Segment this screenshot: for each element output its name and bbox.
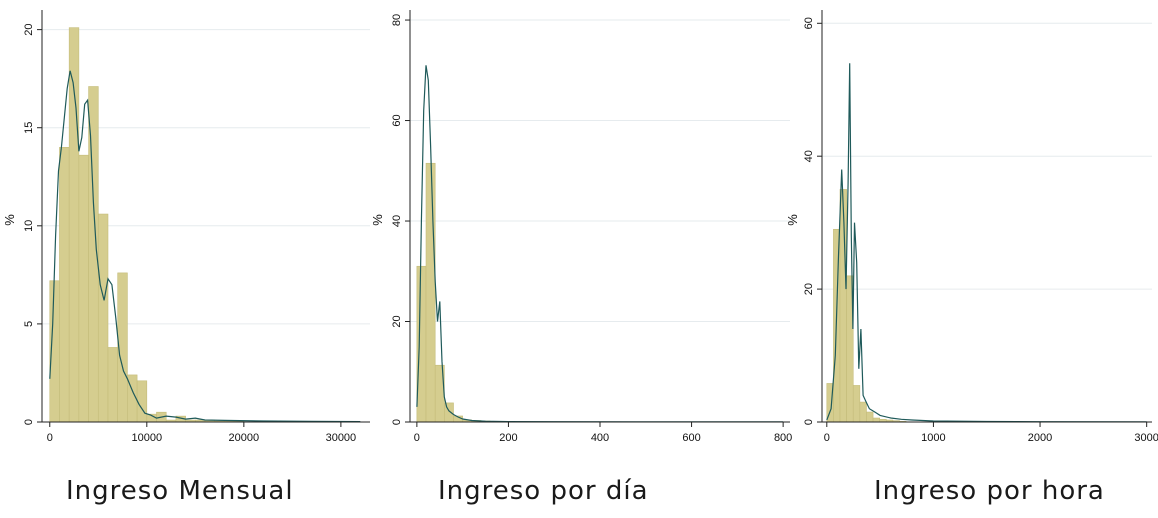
histogram-bar — [107, 347, 118, 423]
y-tick-label: 0 — [23, 419, 35, 425]
y-axis-label: % — [2, 214, 17, 226]
y-tick-label: 40 — [391, 215, 403, 227]
histogram-bar — [97, 213, 109, 423]
y-tick-label: 5 — [23, 321, 35, 327]
y-tick-label: 15 — [23, 122, 35, 134]
histogram-bar — [425, 162, 436, 423]
x-tick-label: 0 — [824, 432, 830, 444]
x-tick-label: 0 — [414, 432, 420, 444]
caption-ingreso-mensual: Ingreso Mensual — [66, 476, 294, 506]
y-axis-label: % — [785, 214, 800, 226]
x-tick-label: 1000 — [921, 432, 945, 444]
y-axis-label: % — [370, 214, 385, 226]
y-tick-label: 10 — [23, 220, 35, 232]
y-tick-label: 60 — [391, 114, 403, 126]
y-tick-label: 0 — [391, 419, 403, 425]
histogram-bar — [872, 417, 880, 423]
density-line — [49, 70, 361, 423]
x-tick-label: 600 — [682, 432, 700, 444]
x-tick-label: 0 — [47, 432, 53, 444]
histogram-bar — [866, 411, 874, 423]
y-tick-label: 60 — [803, 17, 815, 29]
histogram-bar — [859, 401, 867, 423]
density-line — [826, 63, 1147, 423]
x-tick-label: 800 — [774, 432, 792, 444]
histogram-bar — [416, 265, 427, 423]
caption-ingreso-por-hora: Ingreso por hora — [874, 476, 1105, 506]
histogram-bar — [136, 380, 148, 423]
x-tick-label: 2000 — [1028, 432, 1052, 444]
density-line — [416, 65, 784, 423]
x-tick-label: 20000 — [229, 432, 260, 444]
y-tick-label: 20 — [23, 23, 35, 35]
chart-panel-3: 0 1000 2000 3000 0 20 40 60% — [785, 10, 1158, 444]
x-tick-label: 400 — [591, 432, 609, 444]
x-tick-label: 3000 — [1134, 432, 1158, 444]
chart-panel-1: 0 10000 20000 30000 0 5 10 15 20% — [2, 10, 370, 444]
chart-panel-2: 0 200 400 600 800 0 20 40 60 80% — [370, 10, 792, 444]
y-tick-label: 20 — [803, 283, 815, 295]
y-tick-label: 80 — [391, 14, 403, 26]
histogram-bar — [444, 402, 454, 423]
x-tick-label: 200 — [499, 432, 517, 444]
y-tick-label: 20 — [391, 315, 403, 327]
y-tick-label: 0 — [803, 419, 815, 425]
histogram-bar — [78, 154, 89, 423]
histogram-bar — [59, 147, 70, 423]
histogram-bar — [852, 385, 861, 423]
histogram-bar — [839, 189, 847, 423]
y-tick-label: 40 — [803, 150, 815, 162]
x-tick-label: 30000 — [326, 432, 357, 444]
caption-ingreso-por-dia: Ingreso por día — [438, 476, 649, 506]
x-tick-label: 10000 — [132, 432, 163, 444]
